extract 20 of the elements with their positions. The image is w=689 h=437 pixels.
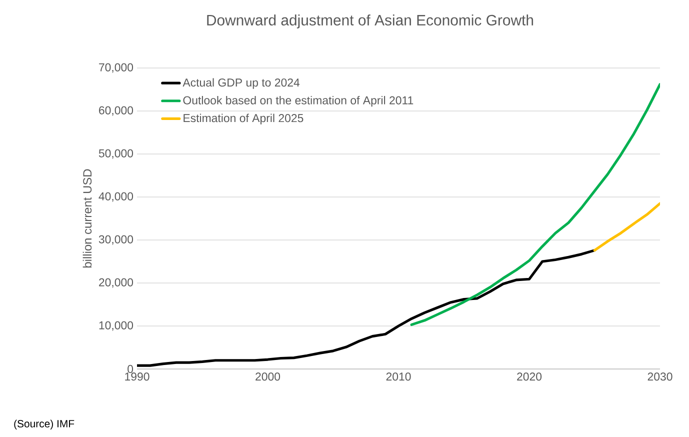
y-tick-label: 50,000 (98, 149, 134, 159)
y-tick-label: 30,000 (98, 235, 134, 245)
y-tick-label: 20,000 (99, 278, 134, 288)
y-tick-label: 60,000 (99, 106, 134, 116)
x-tick-label: 1990 (125, 372, 150, 381)
y-tick-label: 10,000 (99, 321, 134, 331)
x-tick-label: 2020 (517, 372, 542, 381)
x-tick-label: 2000 (256, 372, 280, 381)
legend-label: Outlook based on the estimation of April 2011 (183, 96, 414, 107)
y-tick-label: 70,000 (99, 63, 134, 73)
y-tick-label: 40,000 (98, 192, 134, 202)
x-tick-label: 2030 (648, 372, 672, 381)
chart-title: Downward adjustment of Asian Economic Growth (207, 14, 534, 28)
line-series (593, 202, 660, 252)
y-axis-title: billion current USD (82, 169, 92, 268)
text: (Source) IMF (14, 420, 74, 430)
legend-label: Actual GDP up to 2024 (182, 78, 300, 89)
x-tick-label: 2010 (386, 372, 411, 381)
y-tick-label: 0 (128, 364, 134, 374)
legend-label: Estimation of April 2025 (184, 114, 304, 124)
